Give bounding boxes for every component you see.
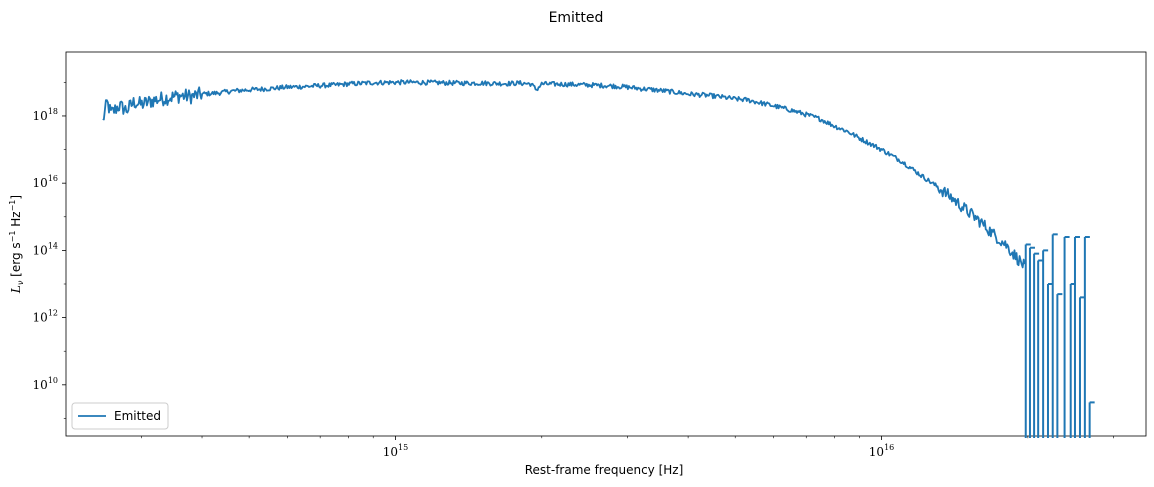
y-tick-label: 1014 — [33, 241, 58, 257]
legend: Emitted — [71, 402, 169, 430]
x-tick-label: 1015 — [383, 443, 408, 459]
series-line-emitted — [102, 79, 1027, 269]
chart-title: Emitted — [549, 10, 604, 26]
plot-area: 1015 1016 1010 1012 1014 1016 1018 — [33, 51, 1147, 459]
y-axis-label-exp2: −1 — [8, 200, 17, 212]
y-tick-label: 1018 — [33, 107, 58, 123]
y-axis-label: Lν [erg s−1 Hz−1] — [8, 195, 25, 294]
axes-frame — [65, 51, 1147, 437]
y-axis-label-subscript: ν — [16, 280, 25, 285]
y-axis-label-units: [erg s — [9, 242, 23, 280]
legend-box — [71, 402, 169, 430]
y-tick-label: 1010 — [33, 376, 58, 392]
x-axis-ticks: 1015 1016 — [140, 436, 1114, 459]
y-axis-label-symbol: L — [9, 285, 23, 294]
y-tick-label: 1016 — [33, 174, 58, 190]
series-layer — [102, 79, 1095, 438]
y-axis-label-close: ] — [9, 195, 23, 200]
y-axis-label-hz: Hz — [9, 211, 23, 230]
x-tick-label: 1016 — [869, 443, 894, 459]
y-tick-label: 1012 — [33, 309, 58, 325]
legend-entry-emitted: Emitted — [114, 409, 161, 423]
x-axis-label: Rest-frame frequency [Hz] — [525, 463, 684, 477]
y-axis-label-exp1: −1 — [8, 231, 17, 243]
y-axis-ticks: 1010 1012 1014 1016 1018 — [33, 82, 66, 419]
